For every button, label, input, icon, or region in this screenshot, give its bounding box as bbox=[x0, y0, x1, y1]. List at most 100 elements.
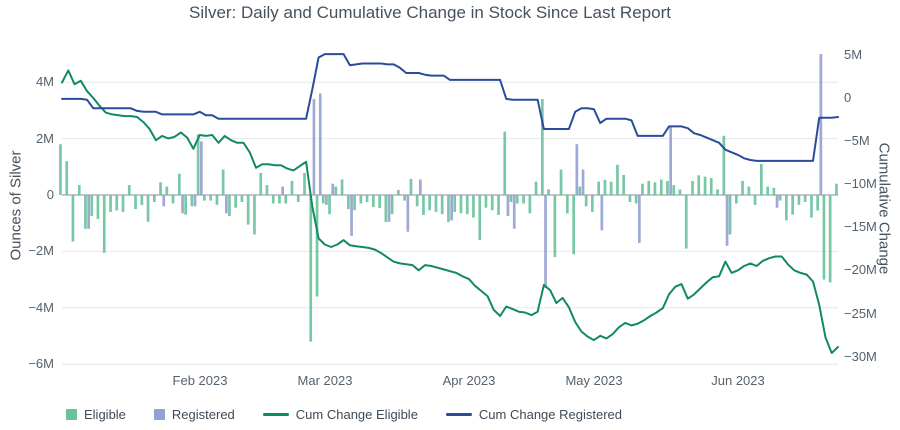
bar-eligible[interactable] bbox=[659, 179, 663, 196]
cum-registered-line[interactable] bbox=[61, 53, 839, 162]
bar-eligible[interactable] bbox=[616, 164, 619, 195]
bar-eligible[interactable] bbox=[741, 180, 744, 195]
bar-eligible[interactable] bbox=[403, 195, 406, 201]
bar-registered[interactable] bbox=[775, 195, 779, 208]
bar-eligible[interactable] bbox=[666, 180, 669, 195]
bar-eligible[interactable] bbox=[778, 195, 782, 201]
bar-eligible[interactable] bbox=[178, 173, 181, 195]
legend-item-cum-registered[interactable]: Cum Change Registered bbox=[445, 407, 622, 422]
legend-item-cum-eligible[interactable]: Cum Change Eligible bbox=[262, 407, 418, 422]
bar-eligible[interactable] bbox=[359, 195, 363, 204]
bar-eligible[interactable] bbox=[240, 195, 244, 202]
bar-eligible[interactable] bbox=[672, 185, 676, 195]
bar-eligible[interactable] bbox=[340, 179, 344, 196]
bar-eligible[interactable] bbox=[597, 181, 600, 195]
cum-eligible-line[interactable] bbox=[61, 69, 839, 354]
bar-eligible[interactable] bbox=[303, 173, 306, 195]
bar-eligible[interactable] bbox=[747, 186, 751, 196]
bar-registered[interactable] bbox=[200, 141, 203, 195]
bar-eligible[interactable] bbox=[490, 195, 494, 211]
bar-eligible[interactable] bbox=[190, 195, 194, 207]
bar-eligible[interactable] bbox=[196, 134, 200, 195]
bar-eligible[interactable] bbox=[284, 195, 288, 204]
bar-registered[interactable] bbox=[350, 195, 353, 236]
bar-eligible[interactable] bbox=[816, 195, 819, 211]
bar-eligible[interactable] bbox=[628, 195, 632, 202]
bar-registered[interactable] bbox=[406, 195, 410, 232]
bar-eligible[interactable] bbox=[215, 195, 219, 205]
bar-eligible[interactable] bbox=[127, 185, 131, 195]
bar-registered[interactable] bbox=[318, 93, 322, 196]
bar-eligible[interactable] bbox=[641, 183, 644, 195]
bar-registered[interactable] bbox=[669, 127, 672, 195]
bar-eligible[interactable] bbox=[709, 178, 713, 195]
bar-eligible[interactable] bbox=[447, 195, 450, 223]
bar-eligible[interactable] bbox=[653, 182, 657, 195]
bar-registered[interactable] bbox=[225, 195, 228, 214]
bar-eligible[interactable] bbox=[334, 186, 338, 196]
bar-registered[interactable] bbox=[450, 195, 453, 221]
bar-eligible[interactable] bbox=[134, 195, 137, 210]
bar-eligible[interactable] bbox=[684, 195, 688, 249]
bar-eligible[interactable] bbox=[553, 195, 557, 257]
bar-eligible[interactable] bbox=[760, 164, 763, 195]
legend-item-eligible[interactable]: Eligible bbox=[66, 407, 126, 422]
bar-eligible[interactable] bbox=[728, 195, 732, 235]
bar-eligible[interactable] bbox=[697, 175, 701, 195]
bar-eligible[interactable] bbox=[772, 187, 776, 195]
bar-eligible[interactable] bbox=[296, 195, 300, 202]
bar-eligible[interactable] bbox=[59, 144, 62, 195]
bar-eligible[interactable] bbox=[184, 195, 187, 215]
bar-eligible[interactable] bbox=[609, 181, 613, 195]
bar-eligible[interactable] bbox=[753, 195, 757, 205]
bar-registered[interactable] bbox=[387, 195, 391, 222]
bar-registered[interactable] bbox=[819, 54, 823, 195]
bar-eligible[interactable] bbox=[578, 186, 582, 196]
bar-eligible[interactable] bbox=[822, 195, 826, 280]
bar-eligible[interactable] bbox=[415, 195, 419, 207]
bar-eligible[interactable] bbox=[365, 195, 369, 202]
bar-eligible[interactable] bbox=[459, 195, 463, 214]
bar-eligible[interactable] bbox=[509, 195, 513, 202]
bar-eligible[interactable] bbox=[634, 195, 638, 204]
bar-eligible[interactable] bbox=[541, 99, 544, 195]
bar-eligible[interactable] bbox=[328, 195, 331, 215]
bar-eligible[interactable] bbox=[735, 195, 738, 204]
bar-registered[interactable] bbox=[506, 195, 510, 217]
bar-eligible[interactable] bbox=[115, 195, 119, 211]
bar-eligible[interactable] bbox=[121, 195, 125, 212]
bar-eligible[interactable] bbox=[828, 195, 832, 283]
bar-eligible[interactable] bbox=[372, 195, 375, 208]
bar-eligible[interactable] bbox=[484, 195, 488, 208]
bar-eligible[interactable] bbox=[497, 195, 500, 215]
bar-eligible[interactable] bbox=[90, 195, 94, 217]
bar-eligible[interactable] bbox=[228, 195, 231, 217]
bar-registered[interactable] bbox=[325, 195, 328, 205]
bar-eligible[interactable] bbox=[96, 195, 100, 219]
bar-eligible[interactable] bbox=[678, 189, 682, 195]
bar-eligible[interactable] bbox=[109, 195, 112, 212]
bar-eligible[interactable] bbox=[434, 195, 438, 212]
legend-item-registered[interactable]: Registered bbox=[153, 407, 235, 422]
bar-eligible[interactable] bbox=[803, 195, 807, 202]
bar-eligible[interactable] bbox=[77, 185, 81, 195]
bar-eligible[interactable] bbox=[440, 195, 444, 215]
bar-registered[interactable] bbox=[575, 144, 579, 195]
bar-eligible[interactable] bbox=[528, 195, 532, 214]
bar-eligible[interactable] bbox=[703, 176, 707, 195]
bar-eligible[interactable] bbox=[465, 195, 469, 215]
bar-eligible[interactable] bbox=[146, 195, 150, 222]
bar-registered[interactable] bbox=[181, 195, 184, 214]
bar-eligible[interactable] bbox=[785, 195, 788, 221]
bar-eligible[interactable] bbox=[278, 195, 281, 204]
bar-eligible[interactable] bbox=[428, 195, 431, 211]
bar-eligible[interactable] bbox=[409, 178, 413, 195]
bar-eligible[interactable] bbox=[522, 195, 525, 204]
bar-eligible[interactable] bbox=[65, 161, 69, 195]
bar-eligible[interactable] bbox=[259, 173, 263, 195]
bar-eligible[interactable] bbox=[603, 179, 607, 195]
bar-eligible[interactable] bbox=[566, 195, 569, 214]
bar-eligible[interactable] bbox=[547, 189, 550, 195]
bar-eligible[interactable] bbox=[353, 195, 356, 211]
